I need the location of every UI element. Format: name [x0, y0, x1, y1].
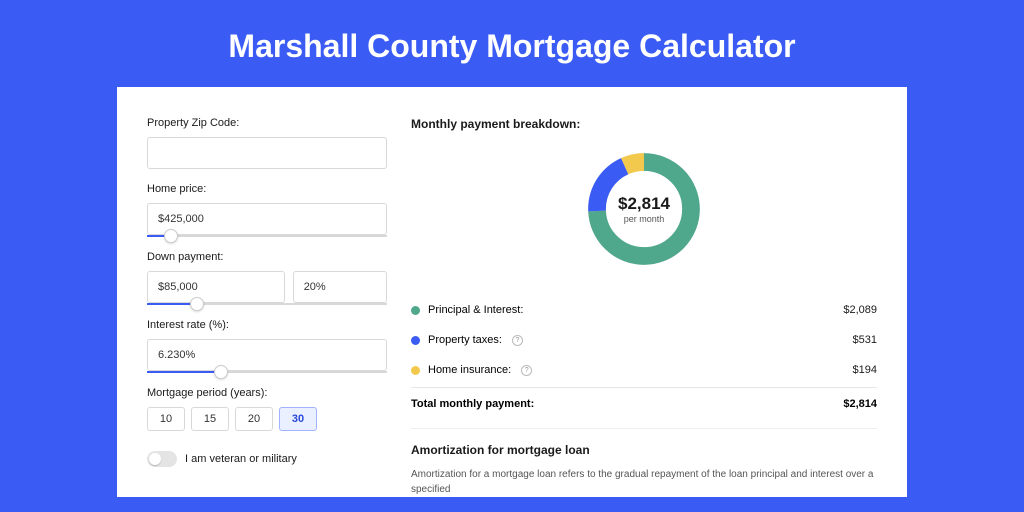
period-option-30[interactable]: 30 [279, 407, 317, 431]
veteran-toggle[interactable] [147, 451, 177, 467]
interest-rate-input[interactable] [147, 339, 387, 371]
down-payment-slider[interactable] [147, 303, 387, 305]
period-option-10[interactable]: 10 [147, 407, 185, 431]
legend-label: Property taxes: [428, 334, 502, 346]
zip-input[interactable] [147, 137, 387, 169]
mortgage-period-label: Mortgage period (years): [147, 387, 387, 399]
period-option-15[interactable]: 15 [191, 407, 229, 431]
home-price-field-group: Home price: [147, 183, 387, 237]
amortization-text: Amortization for a mortgage loan refers … [411, 467, 877, 497]
interest-rate-field-group: Interest rate (%): [147, 319, 387, 373]
amortization-title: Amortization for mortgage loan [411, 443, 877, 457]
amortization-section: Amortization for mortgage loan Amortizat… [411, 428, 877, 497]
period-option-20[interactable]: 20 [235, 407, 273, 431]
legend-left: Principal & Interest: [411, 304, 523, 316]
interest-rate-slider-thumb[interactable] [214, 365, 228, 379]
legend-dot [411, 366, 420, 375]
down-payment-label: Down payment: [147, 251, 387, 263]
donut-chart-wrap: $2,814 per month [411, 147, 877, 271]
down-payment-input[interactable] [147, 271, 285, 303]
breakdown-title: Monthly payment breakdown: [411, 117, 877, 131]
home-price-input[interactable] [147, 203, 387, 235]
zip-field-group: Property Zip Code: [147, 117, 387, 169]
interest-rate-slider-fill [147, 371, 221, 373]
veteran-toggle-row: I am veteran or military [147, 451, 387, 467]
legend-row: Property taxes:? $531 [411, 325, 877, 355]
calculator-card: Property Zip Code: Home price: Down paym… [117, 87, 907, 497]
legend-value: $194 [853, 364, 877, 376]
legend-label: Principal & Interest: [428, 304, 523, 316]
down-payment-field-group: Down payment: [147, 251, 387, 305]
down-payment-slider-thumb[interactable] [190, 297, 204, 311]
legend-label: Home insurance: [428, 364, 511, 376]
legend-left: Home insurance:? [411, 364, 532, 376]
legend-dot [411, 306, 420, 315]
mortgage-period-options: 10152030 [147, 407, 387, 431]
donut-chart: $2,814 per month [582, 147, 706, 271]
total-row: Total monthly payment: $2,814 [411, 387, 877, 410]
home-price-slider[interactable] [147, 235, 387, 237]
home-price-label: Home price: [147, 183, 387, 195]
donut-amount: $2,814 [618, 194, 670, 214]
interest-rate-label: Interest rate (%): [147, 319, 387, 331]
home-price-slider-thumb[interactable] [164, 229, 178, 243]
legend-row: Home insurance:? $194 [411, 355, 877, 385]
legend-value: $2,089 [843, 304, 877, 316]
page-title: Marshall County Mortgage Calculator [0, 0, 1024, 87]
info-icon[interactable]: ? [512, 335, 523, 346]
info-icon[interactable]: ? [521, 365, 532, 376]
veteran-toggle-knob [149, 453, 161, 465]
legend-left: Property taxes:? [411, 334, 523, 346]
donut-sub: per month [618, 214, 670, 224]
zip-label: Property Zip Code: [147, 117, 387, 129]
interest-rate-slider[interactable] [147, 371, 387, 373]
legend-list: Principal & Interest: $2,089 Property taxe… [411, 295, 877, 385]
breakdown-column: Monthly payment breakdown: $2,814 per mo… [411, 117, 877, 497]
legend-value: $531 [853, 334, 877, 346]
donut-center: $2,814 per month [618, 194, 670, 224]
down-payment-pct-input[interactable] [293, 271, 387, 303]
veteran-label: I am veteran or military [185, 453, 297, 465]
total-label: Total monthly payment: [411, 398, 534, 410]
total-value: $2,814 [843, 398, 877, 410]
legend-row: Principal & Interest: $2,089 [411, 295, 877, 325]
legend-dot [411, 336, 420, 345]
input-column: Property Zip Code: Home price: Down paym… [147, 117, 387, 497]
mortgage-period-field-group: Mortgage period (years): 10152030 [147, 387, 387, 431]
